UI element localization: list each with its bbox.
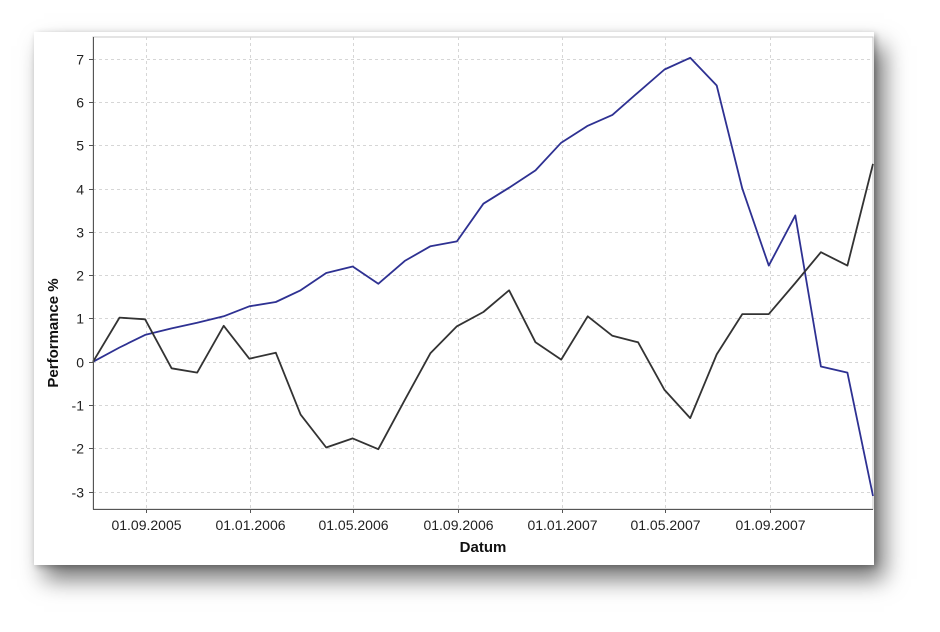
plot-area [92, 36, 874, 510]
grid [92, 36, 874, 510]
y-tick-label: 2 [76, 268, 84, 284]
y-tick-label: -2 [72, 441, 85, 457]
y-tick-label: -1 [72, 398, 85, 414]
x-tick-label: 01.09.2007 [735, 517, 805, 533]
y-tick-label: 0 [76, 355, 84, 371]
y-tick-label: 4 [76, 182, 84, 198]
chart-card: 7 6 5 4 3 2 1 0 -1 -2 -3 01.09.2005 01.01.2006 01.05.… [34, 32, 874, 565]
line-chart: 7 6 5 4 3 2 1 0 -1 -2 -3 01.09.2005 01.01.2006 01.05.… [45, 36, 874, 556]
y-tick-label: -3 [72, 485, 85, 501]
series-1-line [92, 56, 874, 497]
y-tick-label: 5 [76, 138, 84, 154]
x-tick-label: 01.09.2005 [111, 517, 181, 533]
series-2-line [92, 163, 874, 451]
x-tick-label: 01.09.2006 [423, 517, 493, 533]
y-tick-label: 7 [76, 52, 84, 68]
axes: 7 6 5 4 3 2 1 0 -1 -2 -3 01.09.2005 01.01.2006 01.05.… [72, 37, 873, 533]
x-tick-label: 01.01.2007 [527, 517, 597, 533]
y-tick-label: 1 [76, 311, 84, 327]
x-tick-label: 01.05.2006 [318, 517, 388, 533]
y-axis-title: Performance % [45, 278, 62, 387]
y-tick-label: 3 [76, 225, 84, 241]
y-tick-label: 6 [76, 95, 84, 111]
series-layer [92, 56, 874, 497]
x-axis-title: Datum [460, 539, 507, 556]
x-tick-label: 01.05.2007 [630, 517, 700, 533]
x-tick-label: 01.01.2006 [215, 517, 285, 533]
